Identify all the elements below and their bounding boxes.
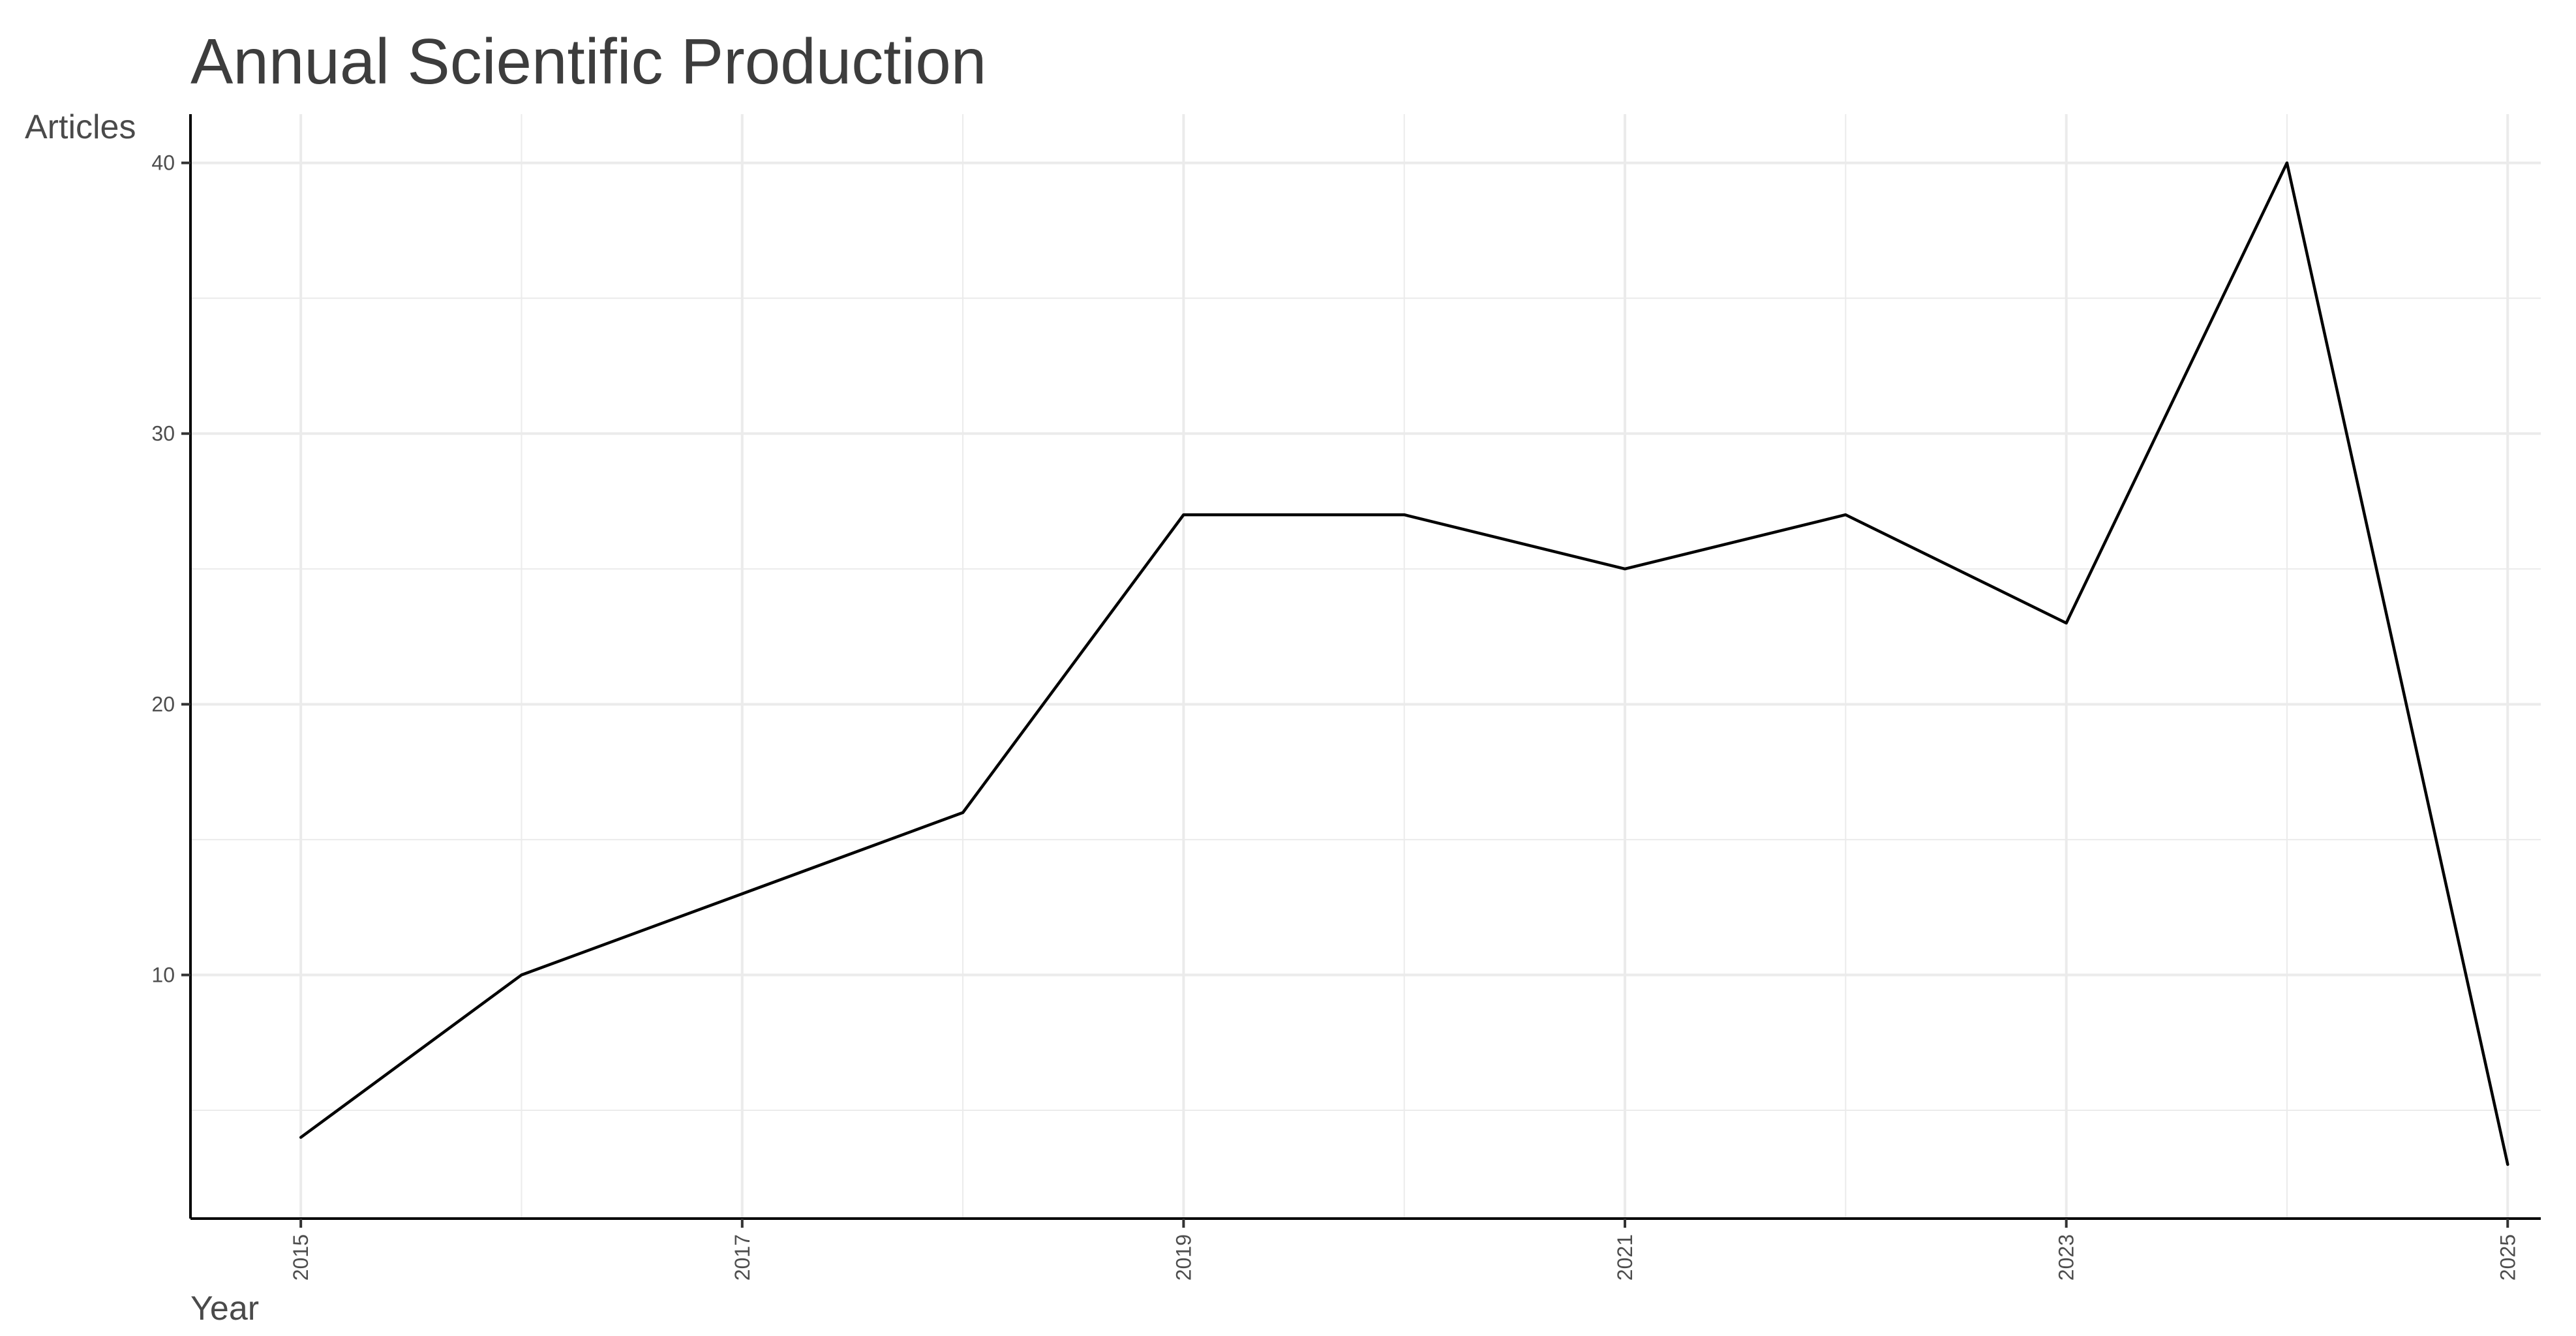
gridlines xyxy=(190,114,2541,1219)
x-tick-label: 2015 xyxy=(289,1234,312,1281)
chart-title: Annual Scientific Production xyxy=(190,25,986,97)
y-tick-label: 10 xyxy=(151,964,175,987)
y-axis-label: Articles xyxy=(25,108,136,146)
y-tick-label: 40 xyxy=(151,151,175,175)
x-tick-label: 2021 xyxy=(1613,1234,1637,1281)
x-tick-label: 2023 xyxy=(2055,1234,2078,1281)
x-tick-label: 2019 xyxy=(1172,1234,1195,1281)
x-tick-label: 2025 xyxy=(2496,1234,2519,1281)
tick-labels: 10 20 30 40 2015 2017 2019 2021 2023 2025 xyxy=(151,151,2519,1281)
y-tick-label: 30 xyxy=(151,422,175,446)
series-line xyxy=(299,161,2509,1166)
x-axis-label: Year xyxy=(190,1290,259,1328)
axes xyxy=(181,114,2541,1228)
x-tick-label: 2017 xyxy=(731,1234,754,1281)
y-tick-label: 20 xyxy=(151,693,175,716)
series xyxy=(299,161,2509,1166)
